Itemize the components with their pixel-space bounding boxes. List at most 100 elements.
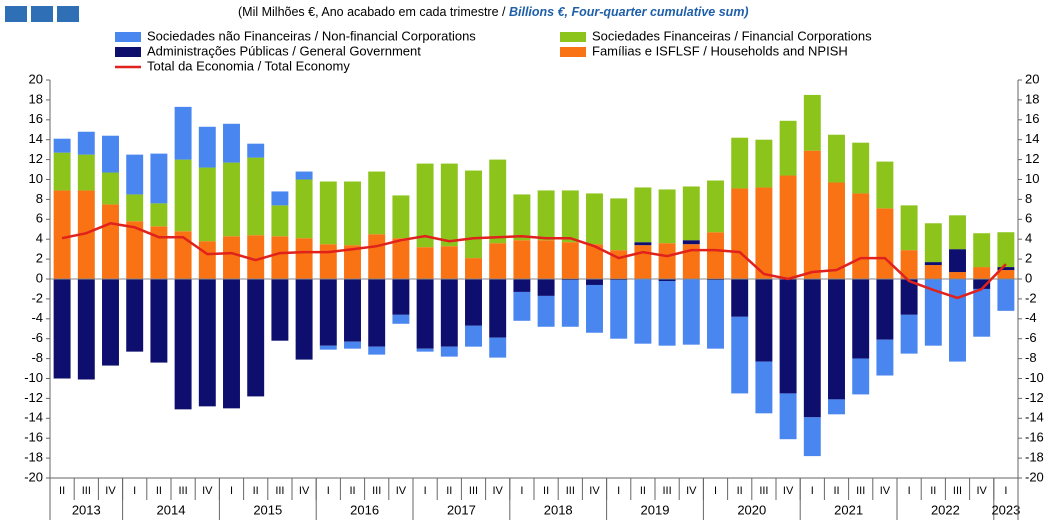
bar-segment — [102, 172, 119, 205]
y-tick-label: 14 — [29, 131, 43, 146]
bar-segment — [440, 246, 458, 279]
bar-segment — [198, 126, 216, 168]
logo-block — [31, 6, 53, 22]
bar-segment — [465, 279, 482, 326]
bar-segment — [465, 170, 482, 259]
bar-segment — [707, 232, 724, 279]
bar-segment — [658, 280, 676, 346]
y-tick-label: -8 — [31, 350, 43, 365]
x-tick-label: I — [714, 485, 717, 497]
y-tick-label: 2 — [36, 251, 43, 266]
year-label: 2013 — [72, 502, 101, 517]
bar-segment — [53, 152, 71, 191]
bar-segment — [174, 159, 192, 232]
bar-segment — [852, 142, 870, 194]
bar-segment — [852, 358, 870, 395]
bar-segment — [803, 150, 821, 279]
x-tick-label: IV — [976, 485, 987, 497]
bar-segment — [368, 234, 386, 279]
bar-segment — [150, 279, 168, 363]
bar-segment — [876, 208, 894, 279]
bar-segment — [174, 231, 192, 279]
x-tick-label: III — [759, 485, 768, 497]
bar-segment — [828, 279, 845, 400]
bar-segment — [295, 279, 313, 360]
bar-segment — [319, 279, 337, 346]
bar-segment — [102, 204, 119, 279]
bar-segment — [295, 179, 313, 239]
bar-segment — [658, 189, 676, 244]
bar-segment — [561, 242, 579, 279]
bar-segment — [465, 258, 482, 279]
bar-segment — [973, 288, 991, 337]
x-tick-label: III — [179, 485, 188, 497]
y2-tick-label: -20 — [1025, 469, 1044, 484]
bar-segment — [586, 284, 603, 333]
y2-tick-label: 10 — [1025, 171, 1039, 186]
bar-segment — [924, 262, 942, 266]
year-label: 2018 — [544, 502, 573, 517]
bar-segment — [779, 279, 797, 394]
x-tick-label: II — [833, 485, 839, 497]
bar-segment — [150, 203, 168, 227]
y2-tick-label: -2 — [1025, 290, 1037, 305]
bar-segment — [634, 279, 652, 344]
x-tick-label: I — [908, 485, 911, 497]
bar-segment — [900, 250, 918, 279]
x-tick-label: IV — [686, 485, 697, 497]
bar-segment — [368, 346, 386, 355]
y2-tick-label: -14 — [1025, 410, 1044, 425]
y-tick-label: 0 — [36, 270, 43, 285]
bar-segment — [876, 339, 894, 376]
bar-segment — [440, 346, 458, 357]
bar-segment — [271, 236, 289, 279]
y-tick-label: -18 — [24, 450, 43, 465]
bar-segment — [416, 247, 434, 279]
bar-segment — [537, 295, 555, 327]
bar-segment — [344, 279, 361, 342]
legend-label: Administrações Públicas / General Govern… — [147, 43, 421, 58]
x-tick-label: III — [275, 485, 284, 497]
bar-segment — [755, 279, 773, 362]
bar-segment — [731, 316, 749, 394]
y-tick-label: 10 — [29, 171, 43, 186]
year-label: 2016 — [350, 502, 379, 517]
y-tick-label: -10 — [24, 370, 43, 385]
bar-segment — [489, 159, 507, 244]
bar-segment — [634, 242, 652, 246]
bar-segment — [271, 279, 289, 341]
total-line — [61, 222, 1007, 300]
x-tick-label: I — [327, 485, 330, 497]
x-tick-label: IV — [202, 485, 213, 497]
bar-segment — [828, 182, 845, 279]
bar-segment — [707, 180, 724, 233]
bar-segment — [682, 240, 700, 245]
x-tick-label: I — [520, 485, 523, 497]
bar-segment — [779, 393, 797, 440]
x-tick-label: III — [856, 485, 865, 497]
bar-segment — [77, 190, 95, 279]
bar-segment — [198, 279, 216, 407]
bar-segment — [586, 193, 603, 245]
bar-segment — [271, 205, 289, 237]
bar-segment — [682, 279, 700, 345]
subtitle-en: Billions €, Four-quarter cumulative sum) — [509, 5, 749, 19]
bar-segment — [368, 171, 386, 235]
bar-segment — [319, 181, 337, 245]
bar-segment — [392, 195, 410, 239]
bar-segment — [997, 270, 1015, 279]
bar-segment — [803, 94, 821, 151]
bar-segment — [610, 279, 628, 339]
bar-segment — [126, 194, 144, 222]
x-tick-label: III — [566, 485, 575, 497]
year-label: 2015 — [253, 502, 282, 517]
logo-block — [5, 6, 27, 22]
y2-tick-label: 4 — [1025, 231, 1032, 246]
bar-segment — [828, 134, 845, 183]
year-label: 2023 — [991, 502, 1020, 517]
legend-label: Sociedades não Financeiras / Non-financi… — [147, 28, 476, 43]
x-tick-label: IV — [492, 485, 503, 497]
bar-segment — [102, 279, 119, 366]
bar-segment — [707, 279, 724, 349]
bar-segment — [489, 337, 507, 358]
